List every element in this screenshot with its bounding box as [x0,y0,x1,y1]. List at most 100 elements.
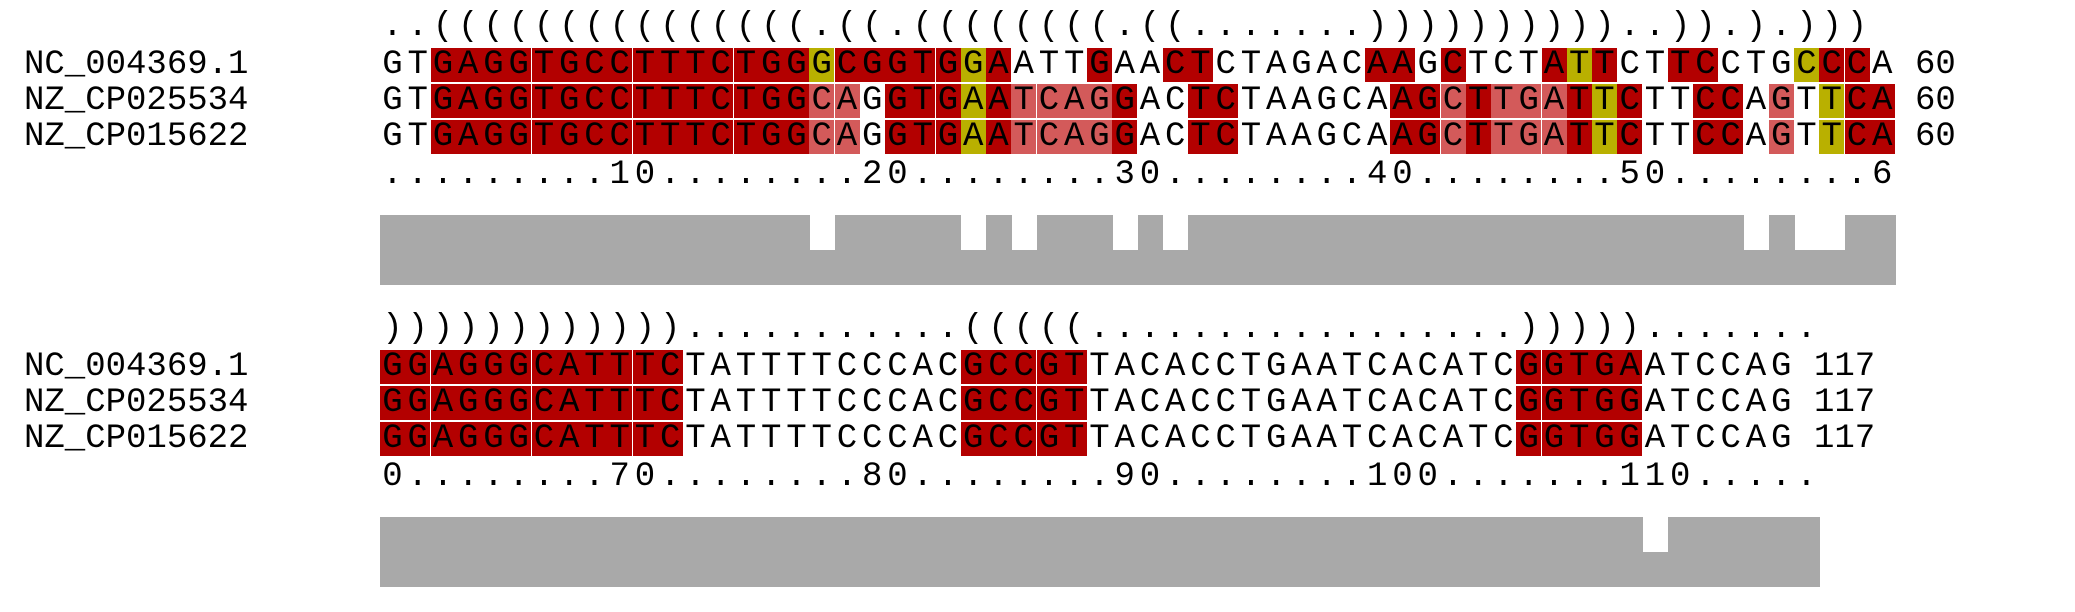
sequence-row-char: G [1592,386,1617,420]
conservation-bar [1137,215,1164,285]
secondary-structure-char: . [1695,310,1716,348]
position-ruler-char: . [1190,156,1211,194]
sequence-row-char: C [1367,384,1388,422]
position-ruler-char: . [836,458,858,496]
position-ruler-char: . [1796,458,1817,496]
secondary-structure-char: ( [533,8,555,46]
secondary-structure-char: ( [1139,8,1161,46]
sequence-row-char: C [1844,120,1870,154]
sequence-row-char: C [887,384,908,422]
conservation-bar [1718,517,1745,587]
sequence-row-char: A [986,48,1011,82]
secondary-structure-char: ( [1013,310,1034,348]
secondary-structure-char: ( [1013,8,1034,46]
secondary-structure-char: . [1720,310,1741,348]
sequence-row-char: A [1139,118,1161,156]
conservation-bar [708,215,735,285]
sequence-row-char: G [960,350,986,384]
position-ruler-char: . [1695,156,1716,194]
sequence-row-char: G [481,48,506,82]
sequence-row-char: G [380,386,405,420]
conservation-bar [1592,215,1618,285]
conservation-bar [1693,517,1719,587]
conservation-bar [1036,215,1063,285]
secondary-structure-char: ( [1089,8,1110,46]
secondary-structure-char: ) [1821,8,1842,46]
conservation-bar [1112,517,1139,587]
sequence-row-char: A [1291,420,1312,458]
conservation-bar [1743,517,1770,587]
sequence-row-char: A [960,120,986,154]
sequence-row-char: G [1592,422,1617,456]
position-ruler-char: 0 [1417,458,1438,496]
position-ruler-char: . [1846,156,1868,194]
position-ruler-char: 0 [1670,458,1691,496]
secondary-structure-char: . [1367,310,1388,348]
sequence-row-char: T [1341,348,1363,386]
position-ruler-char: . [1745,156,1767,194]
sequence-row-char: G [506,422,532,456]
position-ruler-char: . [1190,458,1211,496]
position-ruler-char: 1 [1367,458,1388,496]
position-ruler-char: . [559,458,580,496]
conservation-bar [481,517,507,587]
position-ruler-char: 0 [887,458,908,496]
sequence-row-char: T [733,120,759,154]
position-ruler-char: 1 [609,156,630,194]
sequence-row-char: C [531,386,557,420]
secondary-structure-char: ) [584,310,605,348]
conservation-bar [960,517,987,587]
position-ruler-char: . [811,458,832,496]
sequence-row-char: T [685,420,706,458]
sequence-row-char: A [710,348,731,386]
conservation-bar [935,517,962,587]
sequence-row-char: T [1592,120,1617,154]
position-ruler-char: . [786,156,807,194]
sequence-row-char: C [937,420,959,458]
position-ruler-char: 0 [1644,156,1666,194]
position-ruler-char: . [458,156,479,194]
sequence-row-char: A [1316,384,1337,422]
sequence-row-char: T [1644,118,1666,156]
sequence-row-char: A [1442,348,1464,386]
sequence-row-char: G [1771,420,1792,458]
sequence-row-char: C [1695,348,1716,386]
sequence-row-char: T [1566,350,1592,384]
secondary-structure-char: ) [1745,8,1767,46]
conservation-bar [885,215,911,285]
sequence-name: NZ_CP025534 [24,82,249,120]
sequence-row-char: T [607,350,633,384]
position-ruler-char: . [1720,156,1741,194]
secondary-structure-char: . [1215,310,1236,348]
position-ruler-char: . [1038,156,1060,194]
position-ruler-char: . [1543,458,1565,496]
sequence-row-char: G [1112,120,1138,154]
conservation-bar [1642,552,1669,587]
sequence-row-char: G [506,48,532,82]
conservation-bar [1415,215,1442,285]
sequence-row-char: C [582,48,607,82]
conservation-bar [1566,215,1593,285]
sequence-row-char: T [632,422,658,456]
sequence-row-char: A [455,120,481,154]
secondary-structure-char: ( [685,8,706,46]
secondary-structure-char: ( [761,8,782,46]
sequence-row-char: A [1390,120,1415,154]
sequence-row-char: G [481,422,506,456]
sequence-row-char: G [1036,422,1062,456]
sequence-row-char: G [935,84,961,118]
sequence-row-char: C [1165,82,1186,120]
sequence-row-char: G [960,422,986,456]
conservation-bar [531,517,558,587]
conservation-bar [481,215,507,285]
conservation-bar [1592,517,1618,587]
sequence-row-char: G [382,118,403,156]
position-ruler-char: 4 [1367,156,1388,194]
sequence-row-char: C [1693,120,1718,154]
sequence-row-char: C [582,120,607,154]
sequence-row-char: C [986,422,1011,456]
sequence-end-position: 60 [1915,118,1956,156]
sequence-row-char: T [735,420,757,458]
sequence-row-char: A [1266,46,1287,84]
